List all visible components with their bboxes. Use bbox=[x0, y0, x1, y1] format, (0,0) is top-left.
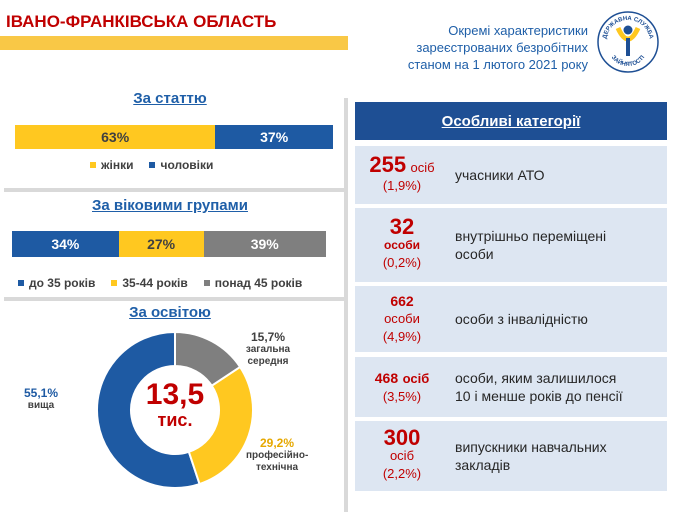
label-general-name: загальна середня bbox=[245, 344, 291, 367]
label-vocational-value: 29,2% bbox=[259, 436, 295, 450]
label-line: особи bbox=[455, 246, 494, 262]
legend-label-over-45: понад 45 років bbox=[214, 276, 303, 290]
sex-stacked-bar: 63% 37% bbox=[15, 125, 333, 149]
education-section-title: За освітою bbox=[129, 304, 211, 321]
count-number: 300 bbox=[383, 425, 421, 450]
count-unit: осіб bbox=[402, 370, 430, 386]
donut-slice-general-secondary bbox=[174, 330, 242, 388]
total-unit: тис. bbox=[157, 410, 193, 430]
label-higher-value: 55,1% bbox=[24, 386, 59, 400]
total-value: 13,5 bbox=[145, 378, 205, 411]
category-count: 662 особи (4,9%) bbox=[355, 292, 449, 346]
category-label: особи з інвалідністю bbox=[455, 311, 588, 327]
category-count: 300 осіб (2,2%) bbox=[355, 425, 449, 483]
category-row-disability: 662 особи (4,9%) особи з інвалідністю bbox=[355, 286, 667, 352]
legend-swatch-over-45 bbox=[203, 280, 210, 286]
count-unit: осіб bbox=[389, 448, 415, 463]
donut-center-total: 13,5 тис. bbox=[140, 378, 210, 431]
bar-segment-women: 63% bbox=[15, 125, 216, 149]
employment-service-logo: ДЕРЖАВНА СЛУЖБА ЗАЙНЯТОСТІ bbox=[597, 11, 659, 73]
age-legend: до 35 років 35-44 років понад 45 років bbox=[18, 276, 302, 290]
count-percent: (4,9%) bbox=[382, 329, 422, 344]
count-number: 255 bbox=[369, 151, 407, 177]
category-count: 255 осіб (1,9%) bbox=[355, 153, 449, 195]
section-divider-1 bbox=[4, 188, 344, 192]
count-percent: (1,9%) bbox=[382, 177, 422, 193]
age-stacked-bar: 34% 27% 39% bbox=[12, 231, 326, 257]
description-line-1: Окремі характеристики bbox=[448, 23, 588, 38]
column-divider bbox=[344, 98, 348, 512]
label-higher-name: вища bbox=[27, 400, 55, 411]
label-line: закладів bbox=[455, 457, 511, 473]
title-underline-bar bbox=[0, 36, 348, 50]
label-line: внутрішньо переміщені bbox=[455, 228, 607, 244]
count-number: 32 bbox=[389, 214, 415, 239]
legend-label-men: чоловіки bbox=[160, 158, 214, 172]
bar-segment-under-35: 34% bbox=[12, 231, 119, 257]
legend-swatch-men bbox=[149, 162, 156, 168]
legend-label-women: жінки bbox=[101, 158, 134, 172]
label-line: 10 і менше років до пенсії bbox=[455, 388, 623, 404]
category-row-ato: 255 осіб (1,9%) учасники АТО bbox=[355, 146, 667, 204]
category-label: внутрішньо переміщені особи bbox=[449, 227, 667, 263]
label-line: випускники навчальних bbox=[455, 439, 607, 455]
count-number: 662 bbox=[390, 293, 414, 309]
description-line-3: станом на 1 лютого 2021 року bbox=[407, 57, 588, 72]
donut-slice-vocational bbox=[187, 365, 254, 486]
category-label: особи, яким залишилося 10 і менше років … bbox=[449, 369, 667, 405]
legend-swatch-women bbox=[90, 162, 96, 168]
category-label: учасники АТО bbox=[455, 167, 545, 183]
region-title: ІВАНО-ФРАНКІВСЬКА ОБЛАСТЬ bbox=[6, 12, 277, 31]
label-general-value: 15,7% bbox=[250, 330, 286, 344]
legend-label-under-35: до 35 років bbox=[29, 276, 96, 290]
age-section-title: За віковими групами bbox=[92, 197, 248, 214]
categories-header-text: Особливі категорії bbox=[441, 112, 581, 130]
legend-swatch-35-44 bbox=[111, 280, 118, 286]
category-label: випускники навчальних закладів bbox=[449, 438, 667, 474]
count-number: 468 bbox=[374, 369, 399, 386]
count-percent: (2,2%) bbox=[382, 466, 422, 481]
count-percent: (3,5%) bbox=[382, 388, 422, 404]
sex-section-title: За статтю bbox=[133, 90, 207, 107]
category-row-graduates: 300 осіб (2,2%) випускники навчальних за… bbox=[355, 421, 667, 491]
bar-segment-over-45: 39% bbox=[203, 231, 326, 257]
label-vocational: 29,2% професійно-технічна bbox=[246, 436, 308, 474]
category-count: 32 особи (0,2%) bbox=[355, 214, 449, 272]
legend-label-35-44: 35-44 років bbox=[122, 276, 188, 290]
donut-slice-higher bbox=[96, 330, 201, 489]
bar-segment-men: 37% bbox=[215, 125, 333, 149]
bar-segment-35-44: 27% bbox=[118, 231, 204, 257]
label-general-secondary: 15,7% загальна середня bbox=[240, 330, 296, 368]
categories-header: Особливі категорії bbox=[355, 102, 667, 140]
label-vocational-name: професійно-технічна bbox=[246, 450, 309, 473]
legend-swatch-under-35 bbox=[18, 280, 24, 286]
count-unit: особи bbox=[384, 311, 420, 326]
count-percent: (0,2%) bbox=[382, 255, 422, 270]
education-donut-chart bbox=[96, 330, 254, 489]
label-line: особи, яким залишилося bbox=[455, 370, 617, 386]
label-higher: 55,1% вища bbox=[24, 386, 58, 412]
section-divider-2 bbox=[4, 297, 344, 301]
count-unit: осіб bbox=[410, 159, 435, 175]
sex-legend: жінки чоловіки bbox=[90, 158, 229, 172]
category-count: 468 осіб (3,5%) bbox=[355, 369, 449, 406]
description-line-2: зареєстрованих безробітних bbox=[416, 40, 588, 55]
count-unit: особи bbox=[384, 238, 420, 252]
category-row-displaced: 32 особи (0,2%) внутрішньо переміщені ос… bbox=[355, 208, 667, 282]
category-row-pre-retirement: 468 осіб (3,5%) особи, яким залишилося 1… bbox=[355, 357, 667, 417]
report-description: Окремі характеристики зареєстрованих без… bbox=[364, 22, 588, 73]
